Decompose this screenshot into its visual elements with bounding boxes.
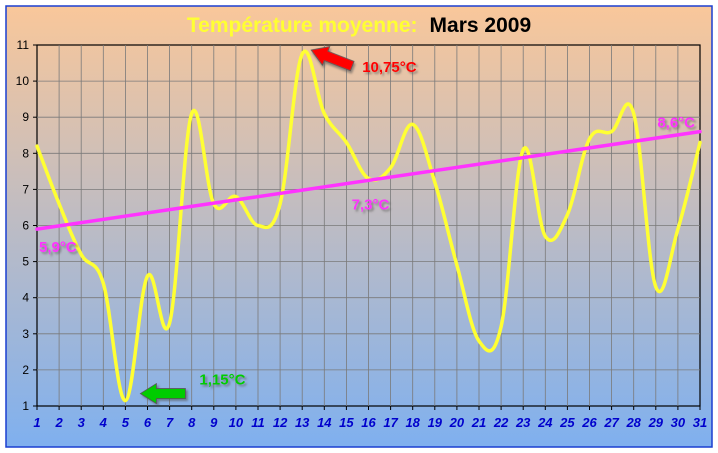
x-tick-label: 26 — [581, 415, 597, 430]
data-point — [654, 285, 658, 289]
data-point — [35, 144, 39, 148]
data-point — [521, 148, 525, 152]
data-point — [698, 140, 702, 145]
x-tick-label: 15 — [339, 415, 354, 430]
x-tick-label: 16 — [361, 415, 376, 430]
x-tick-label: 30 — [671, 415, 686, 430]
x-tick-label: 9 — [210, 415, 218, 430]
data-point — [389, 166, 393, 170]
trend-start-annotation: 5,9°C — [39, 239, 77, 256]
y-tick-label: 4 — [22, 291, 29, 305]
x-tick-label: 6 — [144, 415, 152, 430]
x-tick-label: 18 — [405, 415, 420, 430]
x-tick-label: 13 — [295, 415, 310, 430]
data-point — [57, 202, 61, 206]
x-tick-label: 23 — [515, 415, 531, 430]
data-point — [676, 227, 680, 231]
data-point — [477, 339, 481, 343]
data-point — [543, 234, 547, 238]
data-point — [499, 324, 503, 329]
data-point — [145, 274, 150, 278]
data-point — [300, 52, 304, 56]
data-point — [411, 122, 415, 127]
max-arrow-shape — [310, 45, 355, 72]
data-point — [168, 321, 172, 325]
data-point — [344, 140, 348, 145]
x-tick-label: 5 — [122, 415, 130, 430]
min-arrow — [139, 382, 186, 405]
y-axis-ticks: 1 2 3 4 5 6 7 8 9 10 11 — [16, 38, 37, 413]
chart-background — [5, 5, 713, 448]
x-tick-label: 7 — [166, 415, 174, 430]
data-point — [278, 202, 282, 206]
y-tick-label: 9 — [22, 110, 29, 124]
x-tick-label: 19 — [428, 415, 443, 430]
data-point — [101, 281, 105, 285]
y-tick-label: 5 — [22, 255, 29, 269]
y-tick-label: 8 — [22, 146, 29, 160]
min-annotation: 1,15°C — [199, 372, 245, 389]
x-tick-label: 29 — [648, 415, 664, 430]
chart-title: Température moyenne: Mars 2009 — [187, 14, 531, 37]
trend-end-annotation: 8,6°C — [657, 115, 695, 132]
x-tick-label: 31 — [693, 415, 707, 430]
y-tick-label: 6 — [22, 219, 29, 233]
data-point — [234, 195, 238, 199]
y-tick-label: 7 — [22, 182, 29, 196]
max-annotation: 10,75°C — [362, 59, 417, 76]
x-tick-label: 21 — [471, 415, 486, 430]
x-tick-label: 22 — [493, 415, 509, 430]
data-point — [587, 137, 592, 141]
x-tick-label: 20 — [449, 415, 465, 430]
data-point — [565, 213, 570, 217]
x-tick-label: 14 — [317, 415, 332, 430]
x-tick-label: 3 — [78, 415, 86, 430]
data-point — [190, 111, 194, 116]
data-point — [123, 398, 127, 403]
data-point — [610, 130, 614, 134]
x-tick-label: 12 — [273, 415, 288, 430]
x-tick-label: 24 — [537, 415, 553, 430]
trend-line — [35, 129, 702, 231]
data-point — [433, 180, 437, 184]
grid-lines — [37, 45, 700, 406]
y-tick-label: 10 — [16, 74, 30, 88]
trend-mid-annotation: 7,3°C — [352, 197, 390, 214]
data-point — [79, 252, 83, 256]
y-tick-label: 2 — [22, 363, 29, 377]
x-tick-label: 1 — [33, 415, 40, 430]
x-tick-label: 25 — [559, 415, 575, 430]
x-tick-label: 2 — [54, 415, 63, 430]
x-tick-label: 4 — [99, 415, 108, 430]
x-axis-ticks: 1 2 3 4 5 6 7 8 9 10 11 12 13 14 15 16 17 18 19 20 21 22 23 24 2… — [33, 406, 707, 430]
data-point — [455, 263, 459, 267]
max-arrow — [310, 45, 355, 72]
x-tick-label: 27 — [603, 415, 619, 430]
min-arrow-shape — [139, 382, 186, 405]
data-point — [256, 223, 260, 228]
chart-title-part2: Mars 2009 — [430, 14, 532, 37]
x-tick-label: 11 — [251, 415, 265, 430]
data-point — [632, 111, 636, 116]
x-tick-label: 10 — [229, 415, 244, 430]
y-tick-label: 1 — [22, 399, 29, 413]
data-point — [322, 111, 326, 116]
x-tick-label: 8 — [188, 415, 196, 430]
annotations-layer: 10,75°C 1,15°C 5,9°C 7,3°C 8,6°C — [39, 45, 695, 405]
series-layer — [35, 49, 702, 403]
chart-title-part1: Température moyenne: — [187, 14, 418, 37]
y-tick-label: 11 — [17, 38, 30, 52]
x-tick-label: 28 — [625, 415, 641, 430]
y-tick-label: 3 — [22, 327, 29, 341]
x-tick-label: 17 — [383, 415, 398, 430]
